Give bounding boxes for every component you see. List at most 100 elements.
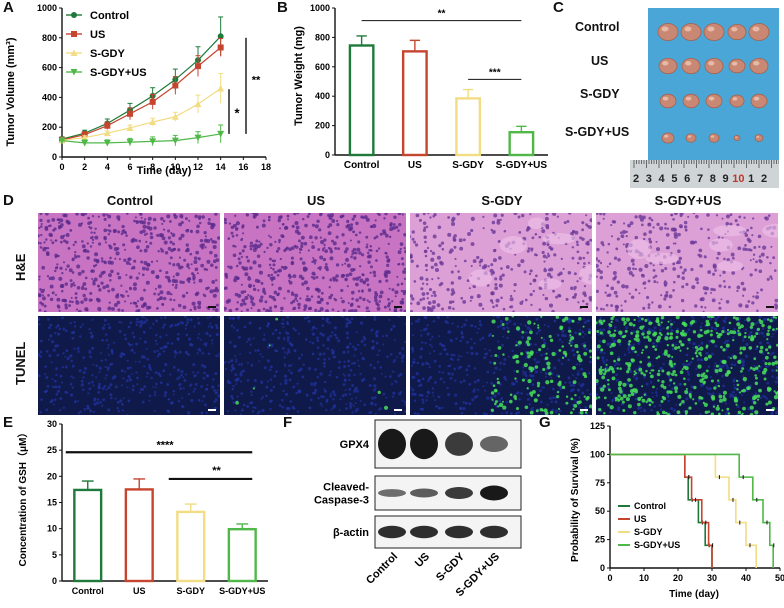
a-legend-marker-s-gdy <box>70 49 78 56</box>
e-y-tick-label: 0 <box>52 576 57 586</box>
dapi-nucleus <box>101 386 105 390</box>
dapi-nucleus <box>143 385 147 389</box>
nucleus <box>73 284 76 287</box>
nucleus <box>523 270 527 274</box>
dapi-nucleus <box>232 326 236 329</box>
tunel-positive-cell <box>671 355 674 358</box>
tunel-positive-cell <box>494 402 497 406</box>
nucleus <box>358 305 361 308</box>
nucleus <box>770 245 773 248</box>
dapi-nucleus <box>281 398 284 402</box>
dapi-nucleus <box>359 321 364 325</box>
ruler-number: 5 <box>671 173 677 185</box>
nucleus <box>589 218 592 223</box>
nucleus <box>596 247 600 252</box>
survival-chart: Probability of Survival (%) Time (day) 0… <box>570 421 784 600</box>
nucleus <box>767 214 771 217</box>
tunel-positive-cell <box>679 370 684 375</box>
nucleus <box>84 287 88 291</box>
nucleus <box>712 272 716 276</box>
dapi-nucleus <box>505 400 508 404</box>
nucleus <box>450 270 454 274</box>
tumor-highlight <box>662 96 669 101</box>
dapi-nucleus <box>637 371 640 375</box>
nucleus <box>237 257 241 261</box>
dapi-nucleus <box>510 412 513 415</box>
tunel-positive-cell <box>719 333 723 336</box>
dapi-nucleus <box>122 377 125 380</box>
dapi-nucleus <box>57 332 61 336</box>
nucleus <box>694 277 699 282</box>
dapi-nucleus <box>269 388 273 392</box>
dapi-nucleus <box>554 400 558 404</box>
dapi-nucleus <box>517 344 521 348</box>
tunel-positive-cell <box>671 372 675 377</box>
panel-label-c: C <box>553 0 564 16</box>
nucleus <box>429 216 432 219</box>
e-y-tick-label: 20 <box>47 471 57 481</box>
tunel-positive-cell <box>628 322 633 327</box>
nucleus <box>625 234 628 238</box>
nucleus <box>546 272 552 277</box>
dapi-nucleus <box>54 398 57 401</box>
nucleus <box>711 298 716 303</box>
nucleus <box>188 277 192 281</box>
dapi-nucleus <box>751 410 754 413</box>
nucleus <box>570 286 574 291</box>
dapi-nucleus <box>278 404 282 407</box>
dapi-nucleus <box>678 382 682 386</box>
nucleus <box>200 263 205 268</box>
dapi-nucleus <box>428 366 431 369</box>
nucleus <box>353 256 357 260</box>
tunel-positive-cell <box>521 330 525 334</box>
tumor-volume-chart: Tumor Volume (mm³) Time (day) 0 2 4 6 8 10 12 1… <box>5 3 271 177</box>
tunel-positive-cell <box>513 354 518 359</box>
tunel-positive-cell <box>722 390 727 395</box>
tunel-positive-cell <box>652 332 657 337</box>
nucleus <box>712 288 716 292</box>
dapi-nucleus <box>119 354 123 358</box>
tunel-positive-cell <box>573 404 578 408</box>
dapi-nucleus <box>531 374 535 378</box>
nucleus <box>43 241 46 244</box>
nucleus <box>145 267 150 271</box>
a-point-s-gdy <box>103 129 111 137</box>
dapi-nucleus <box>232 384 235 388</box>
tunel-positive-cell <box>596 329 600 333</box>
dapi-nucleus <box>518 397 521 401</box>
dapi-nucleus <box>250 394 253 397</box>
tunel-positive-cell <box>537 326 540 329</box>
dapi-nucleus <box>345 407 348 411</box>
tunel-positive-cell <box>703 402 708 407</box>
dapi-nucleus <box>91 334 94 338</box>
dapi-nucleus <box>362 335 366 338</box>
dapi-nucleus <box>240 392 244 395</box>
tunel-positive-cell <box>685 412 688 415</box>
nucleus <box>611 220 616 224</box>
dapi-nucleus <box>456 325 460 328</box>
nucleus <box>704 306 707 309</box>
dapi-nucleus <box>732 336 735 339</box>
dapi-nucleus <box>101 404 104 407</box>
nucleus <box>585 302 589 306</box>
nucleus <box>57 218 61 221</box>
dapi-nucleus <box>106 368 110 371</box>
nucleus <box>422 306 426 310</box>
dapi-nucleus <box>386 355 389 359</box>
nucleus <box>39 242 42 245</box>
dapi-nucleus <box>202 376 206 380</box>
tunel-positive-cell <box>511 316 515 318</box>
nucleus <box>710 287 714 292</box>
nucleus <box>72 243 75 247</box>
nucleus <box>303 304 308 309</box>
dapi-nucleus <box>506 326 508 329</box>
dapi-nucleus <box>292 385 296 389</box>
nucleus <box>153 226 157 230</box>
dapi-nucleus <box>296 382 299 385</box>
tunel-positive-cell <box>736 383 740 387</box>
dapi-nucleus <box>558 316 561 320</box>
tunel-positive-cell <box>756 327 761 331</box>
nucleus <box>422 228 427 232</box>
nucleus <box>410 294 413 298</box>
dapi-nucleus <box>54 331 57 335</box>
